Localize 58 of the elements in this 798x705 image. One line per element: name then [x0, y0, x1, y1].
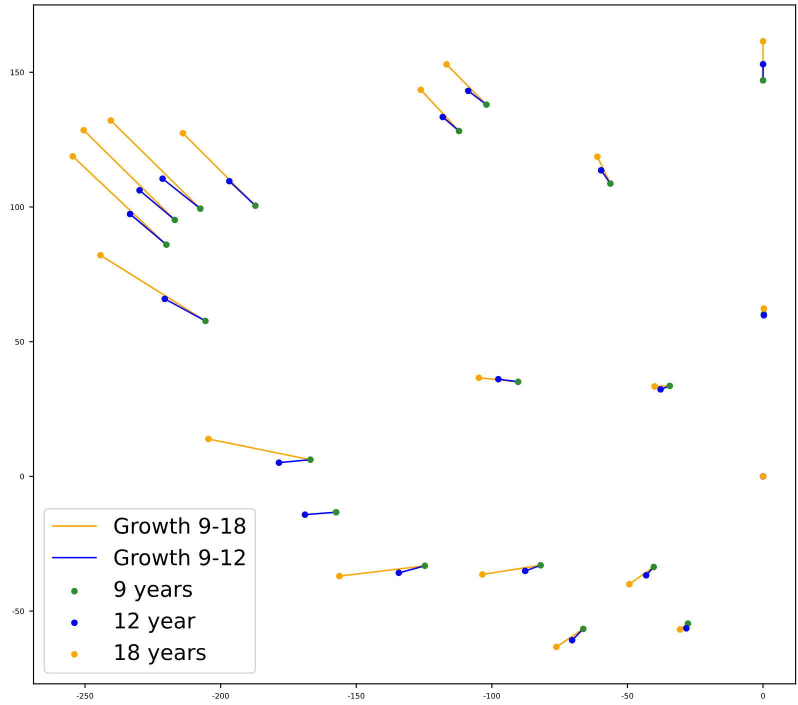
point: [396, 570, 402, 576]
point: [205, 436, 212, 442]
point: [476, 374, 482, 382]
point: [422, 562, 428, 570]
point: [226, 178, 233, 184]
point: [607, 180, 614, 187]
point: [418, 86, 424, 94]
point: [568, 636, 576, 644]
point: [483, 101, 490, 108]
point: [594, 153, 601, 160]
point: [126, 210, 134, 218]
point: [159, 175, 166, 182]
legend-label: 9 years: [114, 580, 192, 602]
point: [514, 378, 522, 386]
point: [302, 511, 308, 518]
point: [439, 114, 446, 120]
point: [172, 216, 178, 224]
point: [651, 383, 658, 390]
point: [108, 117, 114, 124]
point: [676, 626, 684, 633]
point: [598, 167, 604, 174]
legend-label: 12 year: [116, 612, 196, 633]
point: [537, 562, 544, 569]
point: [683, 625, 690, 632]
point: [760, 38, 766, 45]
point: [760, 77, 766, 84]
point: [97, 252, 104, 259]
point: [553, 644, 560, 650]
point: [443, 61, 450, 68]
point: [642, 572, 650, 579]
point: [522, 568, 529, 574]
point: [136, 186, 143, 194]
legend-label: Growth 9-12: [114, 548, 245, 566]
point: [276, 459, 282, 466]
point: [580, 626, 587, 632]
point: [163, 241, 170, 248]
point: [666, 382, 674, 390]
point: [252, 202, 259, 209]
point: [650, 564, 658, 570]
point: [626, 580, 633, 588]
point: [657, 386, 664, 393]
legend-label: 18 years: [116, 644, 206, 664]
point: [336, 572, 343, 580]
point: [479, 571, 486, 578]
point: [202, 318, 209, 324]
point: [760, 60, 766, 68]
point: [197, 205, 204, 212]
point: [464, 88, 472, 94]
point: [180, 130, 186, 136]
legend-label: Growth 9-18: [114, 517, 246, 534]
point: [760, 305, 768, 312]
point: [80, 126, 87, 134]
point: [332, 508, 340, 516]
point: [161, 296, 168, 302]
point: [307, 456, 314, 463]
point: [70, 153, 76, 160]
point: [456, 128, 462, 134]
point: [495, 376, 502, 382]
